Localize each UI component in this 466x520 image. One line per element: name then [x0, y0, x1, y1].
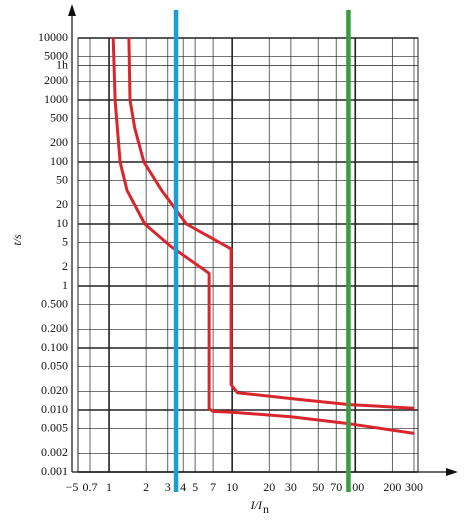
x-tick-label: −5: [66, 480, 79, 494]
y-tick-label: 0.500: [41, 296, 68, 310]
y-axis-arrow: [68, 4, 76, 16]
y-tick-label: 1000: [44, 92, 68, 106]
y-tick-label: 0.050: [41, 358, 68, 372]
x-axis-label-subscript: n: [263, 502, 269, 516]
trip-curve: [111, 37, 415, 435]
y-tick-label: 5000: [44, 48, 68, 62]
y-tick-label: 0.200: [41, 321, 68, 335]
y-tick-label: 1: [62, 278, 68, 292]
y-tick-label: 1h: [56, 57, 68, 71]
y-tick-label: 2000: [44, 73, 68, 87]
y-tick-label: 0.010: [41, 402, 68, 416]
x-tick-label: 50: [312, 480, 324, 494]
y-tick-label: 0.020: [41, 383, 68, 397]
x-tick-label: 70: [330, 480, 342, 494]
y-tick-label: 10: [56, 216, 68, 230]
y-tick-label: 0.100: [41, 340, 68, 354]
y-axis-label: t/s: [10, 234, 24, 246]
x-tick-label: 20: [263, 480, 275, 494]
y-tick-label: 0.005: [41, 420, 68, 434]
x-tick-label: 2: [143, 480, 149, 494]
y-tick-label: 0.001: [41, 464, 68, 478]
x-tick-label: 3: [165, 480, 171, 494]
y-tick-label: 500: [50, 110, 68, 124]
x-tick-label: 30: [285, 480, 297, 494]
y-tick-label: 2: [62, 259, 68, 273]
y-tick-label: 100: [50, 154, 68, 168]
x-tick-label: 5: [192, 480, 198, 494]
y-tick-label: 0.002: [41, 445, 68, 459]
y-tick-label: 200: [50, 135, 68, 149]
trip-curve: [127, 37, 415, 410]
x-tick-label: 100: [346, 480, 364, 494]
y-tick-label: 5: [62, 234, 68, 248]
x-axis-arrow: [446, 468, 458, 476]
x-tick-label: 4: [180, 480, 186, 494]
x-tick-label: 7: [210, 480, 216, 494]
y-tick-label: 50: [56, 172, 68, 186]
x-tick-label: 0.7: [82, 480, 97, 494]
y-tick-label: 10000: [38, 30, 68, 44]
x-tick-label: 10: [226, 480, 238, 494]
x-tick-label: 300: [405, 480, 423, 494]
x-tick-label: 200: [383, 480, 401, 494]
x-axis-label: I/I: [250, 498, 263, 512]
y-tick-label: 20: [56, 197, 68, 211]
x-tick-label: 1: [106, 480, 112, 494]
